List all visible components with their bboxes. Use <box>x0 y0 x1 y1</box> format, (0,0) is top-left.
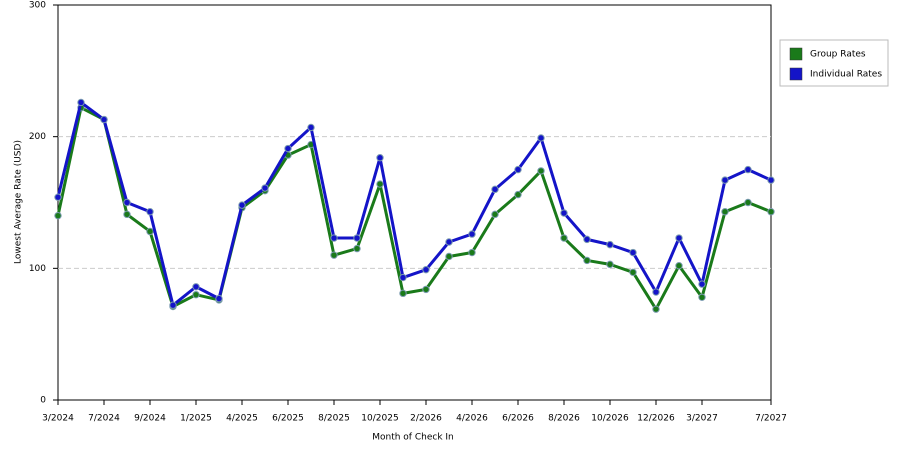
series-line <box>56 100 772 307</box>
data-point <box>422 285 430 294</box>
data-point <box>169 301 177 309</box>
data-point <box>353 244 361 253</box>
series-line <box>56 106 772 311</box>
x-tick-label: 8/2026 <box>548 414 580 424</box>
data-point <box>284 144 292 153</box>
x-tick-label: 4/2026 <box>456 414 488 424</box>
data-point <box>192 290 200 299</box>
plot-frame <box>57 4 772 401</box>
data-point <box>54 211 62 220</box>
x-tick-label: 10/2026 <box>591 414 629 424</box>
data-point <box>123 210 131 219</box>
data-point <box>721 176 729 184</box>
x-tick-label: 7/2024 <box>88 414 120 424</box>
x-tick-label: 6/2025 <box>272 414 304 424</box>
data-point <box>468 230 476 238</box>
data-point <box>698 293 706 301</box>
data-point <box>675 234 683 242</box>
x-tick-label: 4/2025 <box>226 414 258 424</box>
x-tick-label: 12/2026 <box>637 414 675 424</box>
y-tick-label: 200 <box>29 132 46 142</box>
data-point <box>330 251 338 259</box>
data-point <box>376 180 384 188</box>
data-point <box>629 248 637 257</box>
x-tick-label: 2/2026 <box>410 414 442 424</box>
data-point <box>146 208 154 216</box>
legend-label: Individual Rates <box>810 70 882 80</box>
data-point <box>537 134 545 142</box>
data-point <box>330 234 338 242</box>
data-point <box>652 305 660 313</box>
legend-label: Group Rates <box>810 50 866 60</box>
data-point <box>721 208 729 216</box>
data-point <box>468 248 476 257</box>
data-point <box>376 154 384 162</box>
data-point <box>307 123 315 132</box>
data-point <box>399 273 407 282</box>
data-point <box>399 289 407 298</box>
data-point <box>77 98 85 107</box>
data-point <box>514 165 522 174</box>
x-tick-label: 3/2024 <box>42 414 74 424</box>
x-tick-label: 3/2027 <box>686 414 718 424</box>
data-point <box>698 280 706 288</box>
data-point <box>744 165 752 174</box>
data-point <box>146 227 154 236</box>
y-tick-label: 100 <box>29 264 46 274</box>
data-point <box>422 265 430 274</box>
data-point <box>583 256 591 265</box>
data-point <box>767 176 775 184</box>
x-axis-label: Month of Check In <box>372 433 454 443</box>
data-point <box>123 198 131 207</box>
data-point <box>744 198 752 207</box>
data-point <box>215 294 223 303</box>
data-point <box>514 190 522 199</box>
data-point <box>675 262 683 270</box>
data-point <box>560 209 568 217</box>
y-tick-label: 0 <box>40 396 46 406</box>
x-tick-label: 1/2025 <box>180 414 212 424</box>
data-point <box>445 252 453 261</box>
x-tick-label: 7/2027 <box>755 414 787 424</box>
data-point <box>606 260 614 269</box>
x-tick-label: 9/2024 <box>134 414 166 424</box>
data-point <box>238 201 246 209</box>
y-axis-label: Lowest Average Rate (USD) <box>14 140 24 264</box>
legend-swatch <box>789 67 803 81</box>
legend-swatch <box>789 47 803 61</box>
data-point <box>629 268 637 276</box>
data-point <box>583 235 591 244</box>
x-tick-label: 10/2025 <box>361 414 398 424</box>
data-point <box>100 115 108 124</box>
data-point <box>445 238 453 246</box>
y-tick-label: 300 <box>29 1 46 11</box>
data-point <box>537 167 545 175</box>
data-point <box>491 210 499 219</box>
data-point <box>652 288 660 296</box>
data-point <box>767 208 775 216</box>
data-point <box>491 185 499 194</box>
data-point <box>606 240 614 249</box>
data-point <box>192 283 200 291</box>
data-point <box>560 234 568 242</box>
data-point <box>54 193 62 201</box>
data-point <box>353 234 361 242</box>
x-tick-label: 6/2026 <box>502 414 534 424</box>
data-point <box>261 184 269 192</box>
x-tick-label: 8/2025 <box>318 414 350 424</box>
